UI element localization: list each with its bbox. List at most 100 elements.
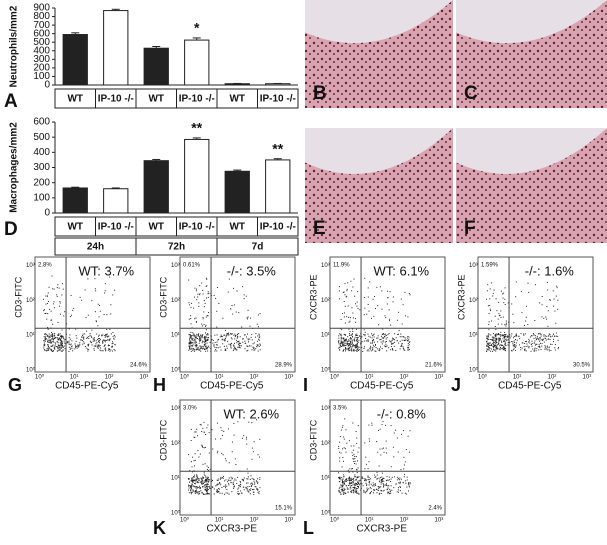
event-dot [188, 345, 190, 347]
event-dot [228, 484, 230, 486]
event-dot [345, 338, 347, 340]
event-dot [396, 437, 398, 439]
event-dot [43, 343, 45, 345]
event-dot [359, 482, 361, 484]
event-dot [91, 329, 93, 331]
event-dot [386, 337, 388, 339]
event-dot [391, 337, 393, 339]
event-dot [544, 347, 546, 349]
event-dot [547, 325, 549, 327]
event-dot [490, 320, 492, 322]
event-dot [555, 332, 557, 334]
event-dot [349, 338, 351, 340]
event-dot [512, 345, 514, 347]
event-dot [87, 314, 89, 316]
event-dot [355, 489, 357, 491]
event-dot [363, 334, 365, 336]
event-dot [104, 341, 106, 343]
event-dot [251, 422, 253, 424]
event-dot [234, 336, 236, 338]
event-dot [392, 342, 394, 344]
event-dot [347, 484, 349, 486]
event-dot [353, 339, 355, 341]
event-dot [44, 333, 46, 335]
event-dot [523, 324, 525, 326]
event-dot [526, 343, 528, 345]
event-dot [57, 342, 59, 344]
event-dot [259, 349, 261, 351]
event-dot [399, 340, 401, 342]
event-dot [401, 323, 403, 325]
event-dot [511, 333, 513, 335]
event-dot [375, 350, 377, 352]
event-dot [486, 344, 488, 346]
event-dot [205, 334, 207, 336]
event-dot [503, 346, 505, 348]
event-dot [388, 318, 390, 320]
event-dot [523, 333, 525, 335]
event-dot [203, 340, 205, 342]
event-dot [385, 340, 387, 342]
event-dot [194, 296, 196, 298]
event-dot [379, 448, 381, 450]
event-dot [381, 479, 383, 481]
event-dot [380, 483, 382, 485]
event-dot [204, 340, 206, 342]
event-dot [386, 476, 388, 478]
event-dot [47, 302, 49, 304]
event-dot [75, 340, 77, 342]
event-dot [207, 486, 209, 488]
event-dot [70, 347, 72, 349]
event-dot [233, 486, 235, 488]
y-axis-title: CD3-FITC [308, 419, 318, 460]
event-dot [372, 482, 374, 484]
event-dot [382, 477, 384, 479]
x-tick-label: 10³ [435, 375, 444, 381]
event-dot [231, 451, 233, 453]
event-dot [343, 476, 345, 478]
event-dot [211, 480, 213, 482]
event-dot [238, 312, 240, 314]
event-dot [188, 487, 190, 489]
event-dot [351, 478, 353, 480]
event-dot [194, 336, 196, 338]
event-dot [204, 480, 206, 482]
event-dot [248, 421, 250, 423]
event-dot [204, 488, 206, 490]
event-dot [197, 346, 199, 348]
event-dot [105, 334, 107, 336]
event-dot [228, 462, 230, 464]
event-dot [88, 349, 90, 351]
histology-tissue [456, 128, 607, 243]
event-dot [202, 478, 204, 480]
event-dot [350, 488, 352, 490]
event-dot [378, 349, 380, 351]
event-dot [98, 334, 100, 336]
event-dot [355, 456, 357, 458]
event-dot [189, 339, 191, 341]
event-dot [215, 438, 217, 440]
y-tick-label: 300 [33, 162, 50, 173]
event-dot [499, 345, 501, 347]
event-dot [352, 336, 354, 338]
event-dot [357, 481, 359, 483]
y-tick-label: 800 [33, 11, 50, 22]
event-dot [383, 447, 385, 449]
event-dot [255, 348, 257, 350]
event-dot [198, 342, 200, 344]
event-dot [196, 480, 198, 482]
event-dot [225, 458, 227, 460]
event-dot [344, 350, 346, 352]
event-dot [198, 477, 200, 479]
event-dot [383, 334, 385, 336]
event-dot [350, 486, 352, 488]
event-dot [69, 316, 71, 318]
event-dot [398, 311, 400, 313]
event-dot [501, 345, 503, 347]
event-dot [370, 342, 372, 344]
event-dot [234, 478, 236, 480]
event-dot [259, 313, 261, 315]
event-dot [397, 478, 399, 480]
event-dot [222, 317, 224, 319]
event-dot [383, 337, 385, 339]
